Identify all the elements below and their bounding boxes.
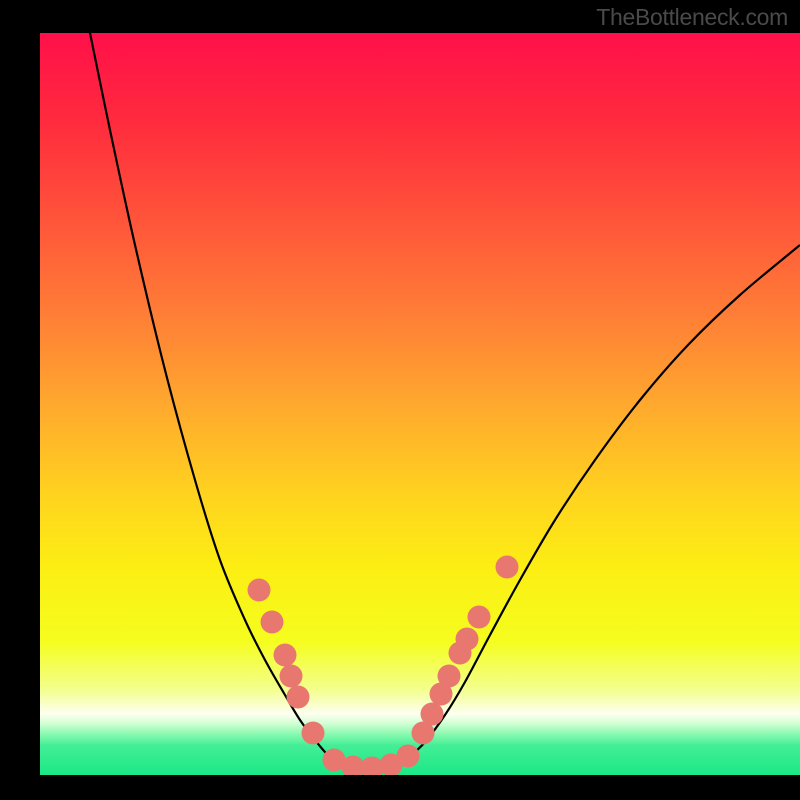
gradient-background bbox=[40, 33, 800, 775]
data-marker bbox=[274, 644, 297, 667]
data-marker bbox=[287, 686, 310, 709]
data-marker bbox=[496, 556, 519, 579]
data-marker bbox=[261, 611, 284, 634]
watermark-text: TheBottleneck.com bbox=[596, 4, 788, 31]
bottleneck-chart bbox=[0, 0, 800, 800]
data-marker bbox=[456, 628, 479, 651]
data-marker bbox=[421, 703, 444, 726]
data-marker bbox=[302, 722, 325, 745]
data-marker bbox=[468, 606, 491, 629]
data-marker bbox=[397, 745, 420, 768]
data-marker bbox=[438, 665, 461, 688]
data-marker bbox=[280, 665, 303, 688]
data-marker bbox=[248, 579, 271, 602]
